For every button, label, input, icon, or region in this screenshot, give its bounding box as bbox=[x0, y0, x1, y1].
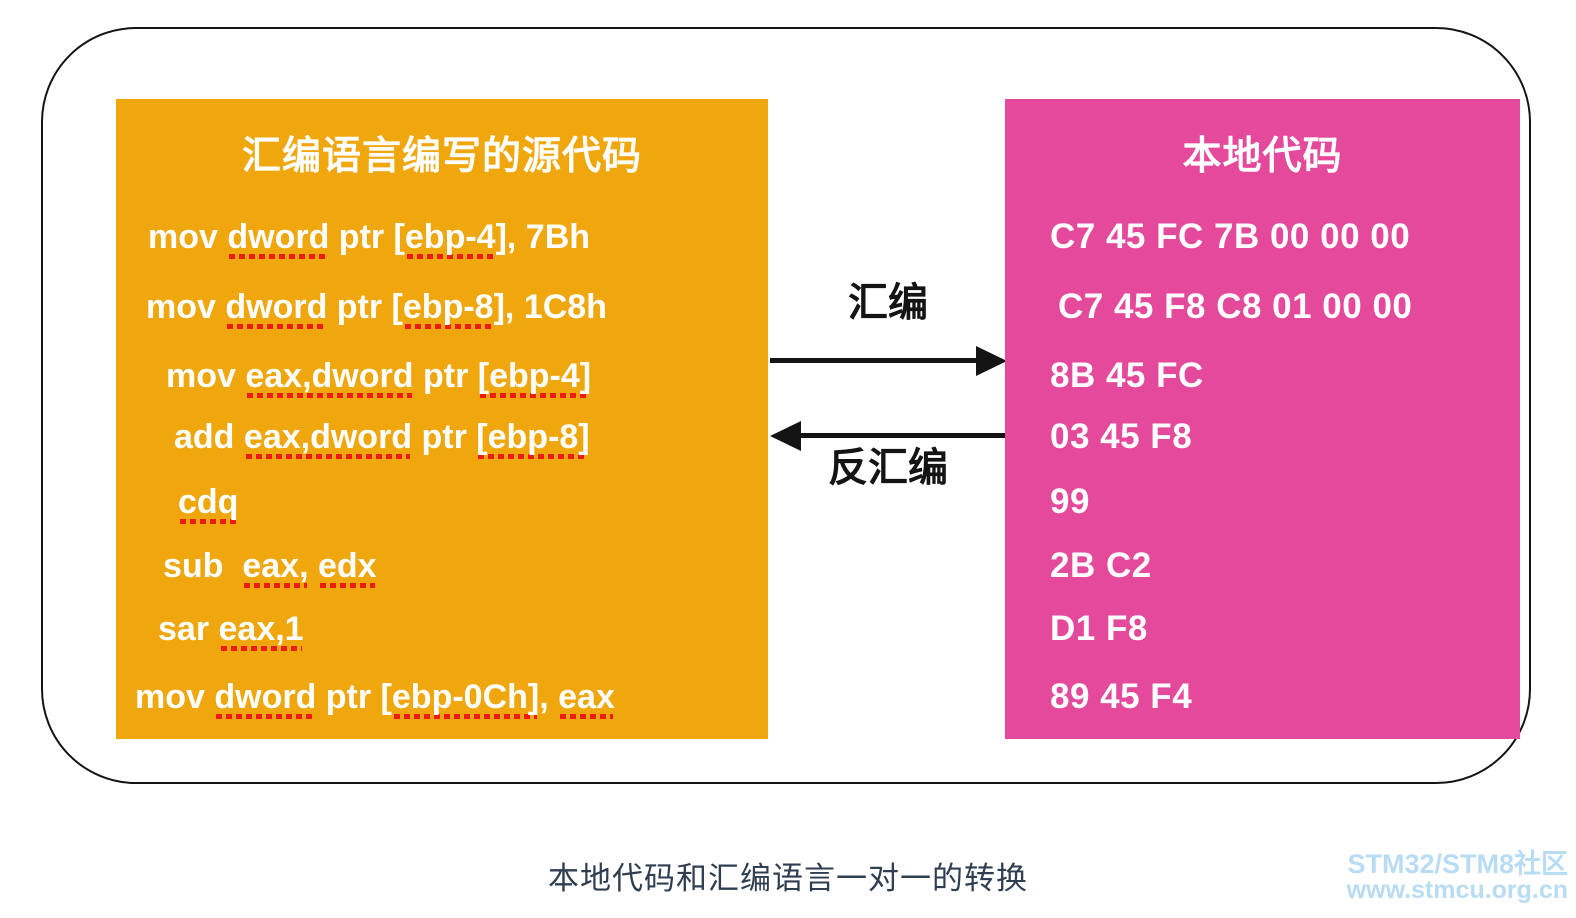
disassemble-arrow-head-icon bbox=[770, 421, 801, 451]
native-code-line: D1 F8 bbox=[1050, 609, 1148, 648]
assembly-code-line: mov eax,dword ptr [ebp-4] bbox=[116, 351, 768, 401]
code-token-misspelled: [ebp-8] bbox=[476, 418, 590, 459]
code-token-misspelled: ebp-8 bbox=[402, 288, 494, 329]
code-token-misspelled: cdq bbox=[178, 483, 239, 524]
native-code-line: C7 45 F8 C8 01 00 00 bbox=[1058, 287, 1413, 326]
code-token: ptr [ bbox=[327, 288, 403, 326]
code-token: sub bbox=[163, 547, 243, 585]
code-token-misspelled: eax, bbox=[242, 547, 309, 588]
native-code-line: 99 bbox=[1050, 482, 1090, 521]
code-token-misspelled: ebp-4 bbox=[404, 218, 496, 259]
code-token-misspelled: ebp-0Ch] bbox=[391, 678, 540, 719]
code-token-misspelled: dword bbox=[225, 288, 328, 329]
native-code-line: 89 45 F4 bbox=[1050, 677, 1193, 716]
assembly-code-line: cdq bbox=[116, 477, 768, 527]
code-token: mov bbox=[166, 357, 246, 395]
code-token-misspelled: dword bbox=[227, 218, 330, 259]
code-token: mov bbox=[135, 678, 215, 716]
watermark: STM32/STM8社区 www.stmcu.org.cn bbox=[1346, 849, 1568, 904]
code-token: ], 1C8h bbox=[493, 288, 607, 326]
code-token-misspelled: eax,dword bbox=[243, 418, 413, 459]
assembly-box: 汇编语言编写的源代码 mov dword ptr [ebp-4], 7Bh mov… bbox=[116, 99, 768, 739]
code-token-misspelled: dword bbox=[214, 678, 317, 719]
native-code-line: 03 45 F8 bbox=[1050, 417, 1193, 456]
code-token: mov bbox=[146, 288, 226, 326]
code-token: ptr bbox=[412, 418, 477, 456]
disassemble-label: 反汇编 bbox=[828, 446, 948, 490]
code-token bbox=[309, 547, 318, 585]
code-token-misspelled: eax,1 bbox=[218, 610, 304, 651]
watermark-line2: www.stmcu.org.cn bbox=[1346, 876, 1568, 904]
assembly-code-line: mov dword ptr [ebp-4], 7Bh bbox=[116, 212, 768, 262]
native-box: 本地代码 C7 45 FC 7B 00 00 00 C7 45 F8 C8 01 … bbox=[1005, 99, 1520, 739]
native-code-line: C7 45 FC 7B 00 00 00 bbox=[1050, 217, 1411, 256]
caption: 本地代码和汇编语言一对一的转换 bbox=[548, 861, 1028, 896]
native-box-title: 本地代码 bbox=[1182, 135, 1343, 178]
code-token-misspelled: eax bbox=[558, 678, 615, 719]
code-token: ptr [ bbox=[329, 218, 405, 256]
assembly-code-line: sar eax,1 bbox=[116, 604, 768, 654]
assembly-code-line: mov dword ptr [ebp-8], 1C8h bbox=[116, 282, 768, 332]
code-token: ptr bbox=[413, 357, 478, 395]
assembly-code-line: mov dword ptr [ebp-0Ch], eax bbox=[116, 672, 768, 722]
native-code-line: 2B C2 bbox=[1050, 546, 1152, 585]
code-token: , bbox=[539, 678, 559, 716]
code-token: ptr [ bbox=[316, 678, 392, 716]
assemble-arrow-line bbox=[770, 358, 982, 363]
code-token-misspelled: eax,dword bbox=[245, 357, 414, 398]
assemble-label: 汇编 bbox=[848, 281, 928, 325]
code-token: mov bbox=[148, 218, 228, 256]
code-token-misspelled: edx bbox=[317, 547, 377, 588]
code-token: sar bbox=[158, 610, 219, 648]
assembly-code-line: sub eax, edx bbox=[116, 541, 768, 591]
disassemble-arrow-line bbox=[796, 433, 1007, 438]
assembly-box-title: 汇编语言编写的源代码 bbox=[241, 135, 642, 178]
outer-frame: 汇编语言编写的源代码 mov dword ptr [ebp-4], 7Bh mov… bbox=[41, 27, 1531, 784]
code-token: ], 7Bh bbox=[495, 218, 591, 256]
assembly-code-line: add eax,dword ptr [ebp-8] bbox=[116, 412, 768, 462]
code-token: add bbox=[174, 418, 244, 456]
watermark-line1: STM32/STM8社区 bbox=[1347, 849, 1568, 879]
native-code-line: 8B 45 FC bbox=[1050, 356, 1204, 395]
code-token-misspelled: [ebp-4] bbox=[477, 357, 592, 398]
assemble-arrow-head-icon bbox=[976, 346, 1007, 376]
